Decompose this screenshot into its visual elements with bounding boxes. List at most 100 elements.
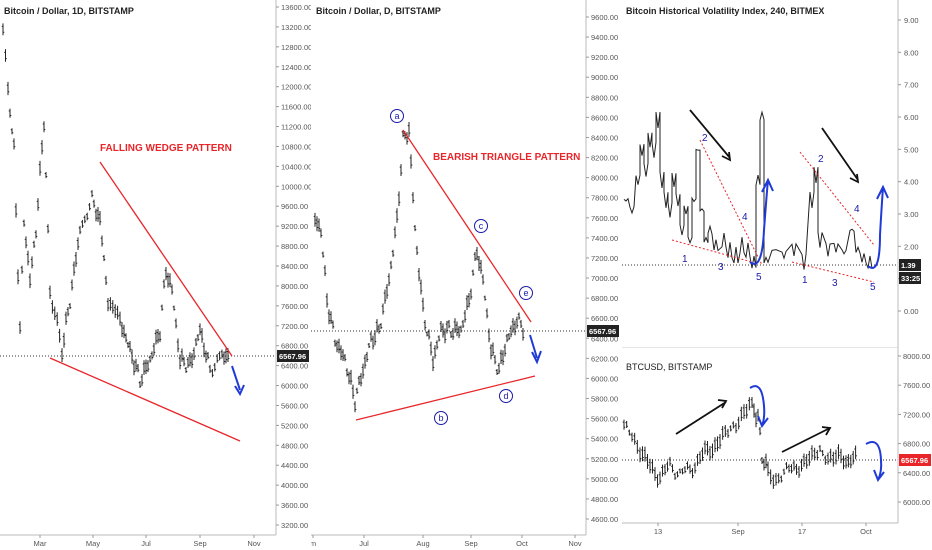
price-tag-bg [899,454,931,466]
y-tick-label: 7200.00 [903,410,930,419]
x-tick-label: Oct [516,539,529,548]
chart-4-canvas[interactable]: 8000.00 7600.00 7200.00 6800.00 6400.00 6000.… [622,348,932,550]
up-arrow-2 [867,184,889,269]
y-tick-label: 5400.00 [591,435,618,444]
y-tick-label: 3600.00 [281,501,308,510]
x-tick-label: Sep [731,527,744,536]
wave-count-label: 1 [682,254,688,265]
wave-count-label: 5 [870,282,876,293]
y-tick-label: 8000.00 [281,282,308,291]
chart-panel-1[interactable]: Bitcoin / Dollar, 1D, BITSTAMP 13600.00 1… [0,0,311,550]
triangle-upper-line [402,129,532,323]
trend-arrow-1 [689,109,732,162]
y-tick-label: 7600.00 [591,214,618,223]
down-arrow [529,334,542,365]
chart-title-1: Bitcoin / Dollar, 1D, BITSTAMP [4,6,134,16]
x-tick-label: 13 [654,527,662,536]
x-tick-label: Oct [860,527,873,536]
wave-count-label: 1 [802,275,808,286]
y-tick-label: 4000.00 [281,481,308,490]
y-tick-label: 7800.00 [591,194,618,203]
y-tick-label: 7.00 [904,81,919,90]
down-arrow-3 [749,385,769,429]
chart-3-canvas[interactable]: 9.008.007.006.005.004.003.002.001.000.00… [622,0,932,348]
y-tick-label: 10000.00 [281,182,311,191]
y-tick-label: 8000.00 [903,352,930,361]
y-tick-label: 6800.00 [591,294,618,303]
y-tick-label: 2.00 [904,242,919,251]
price-tag-label: 6567.96 [589,327,616,336]
trend-arrow-2 [821,127,860,184]
y-tick-label: 5800.00 [591,395,618,404]
y-tick-label: 6200.00 [591,354,618,363]
y-tick-label: 12000.00 [281,83,311,92]
y-tick-label: 5200.00 [591,455,618,464]
y-tick-label: 8200.00 [591,154,618,163]
y-tick-label: 6400.00 [903,469,930,478]
trend-line-2 [671,239,753,263]
y-tick-label: 3.00 [904,210,919,219]
y-tick-label: 4600.00 [591,515,618,524]
y-tick-label: 9400.00 [591,33,618,42]
y-tick-label: 5000.00 [591,475,618,484]
price-tag-bg [899,272,921,284]
y-tick-label: 5600.00 [281,401,308,410]
y-tick-label: 6800.00 [903,440,930,449]
price-tag-label: 6567.96 [279,352,306,361]
y-tick-label: 8400.00 [591,133,618,142]
y-tick-label: 7400.00 [591,234,618,243]
wave-label-c-circle [474,219,488,233]
y-tick-label: 5600.00 [591,415,618,424]
wave-count-label: 3 [832,278,838,289]
volatility-line [623,110,873,270]
wave-label-e-circle [519,286,533,300]
wave-count-label: 4 [742,212,748,223]
wedge-lower-line [49,357,241,442]
price-tag-label: 33:25 [901,274,920,283]
y-tick-label: 13600.00 [281,3,311,12]
y-tick-label: 6400.00 [281,362,308,371]
y-tick-label: 8000.00 [591,174,618,183]
price-tag-label: 1.39 [901,261,916,270]
y-tick-label: 6000.00 [903,498,930,507]
y-tick-label: 7200.00 [281,322,308,331]
chart-title-4: BTCUSD, BITSTAMP [626,362,713,372]
down-arrow-4 [865,441,885,483]
y-tick-label: 12400.00 [281,63,311,72]
wave-count-label: 3 [718,262,724,273]
y-tick-label: 6000.00 [281,382,308,391]
y-tick-label: 11600.00 [281,103,311,112]
y-tick-label: 8400.00 [281,262,308,271]
y-tick-label: 7000.00 [591,274,618,283]
wave-label-c: c [479,221,484,231]
chart-panel-4[interactable]: BTCUSD, BITSTAMP 8000.00 7600.00 7200.00 68… [622,348,932,550]
wave-count-label: 2 [702,133,708,144]
wave-label-d: d [503,391,508,401]
y-tick-label: 7200.00 [591,254,618,263]
chart-panel-3[interactable]: Bitcoin Historical Volatility Index, 240… [622,0,932,348]
y-tick-label: 3200.00 [281,521,308,530]
y-tick-label: 8.00 [904,48,919,57]
chart-panel-2[interactable]: Bitcoin / Dollar, D, BITSTAMP 9600.00 940… [311,0,622,550]
y-tick-label: 6000.00 [591,374,618,383]
y-tick-label: 0.00 [904,307,919,316]
price-tag-bg [899,259,921,271]
x-tick-label: May [86,539,100,548]
x-tick-label: m [311,539,316,548]
y-tick-label: 7600.00 [281,302,308,311]
wave-label-e: e [523,288,528,298]
y-tick-label: 9.00 [904,16,919,25]
y-tick-label: 10800.00 [281,142,311,151]
y-tick-label: 11200.00 [281,123,311,132]
chart-2-canvas[interactable]: 9600.00 9400.00 9200.00 9000.00 8800.00 8600.… [311,0,622,550]
chart-1-canvas[interactable]: 13600.00 13200.00 12800.00 12400.00 12000.00… [0,0,311,550]
y-tick-label: 9200.00 [591,53,618,62]
wave-count-label: 5 [756,272,762,283]
x-tick-label: Mar [34,539,47,548]
y-tick-label: 12800.00 [281,43,311,52]
y-tick-label: 6400.00 [591,334,618,343]
chart-title-2: Bitcoin / Dollar, D, BITSTAMP [316,6,441,16]
y-tick-label: 5.00 [904,145,919,154]
y-tick-label: 9600.00 [281,202,308,211]
x-tick-label: Sep [464,539,477,548]
